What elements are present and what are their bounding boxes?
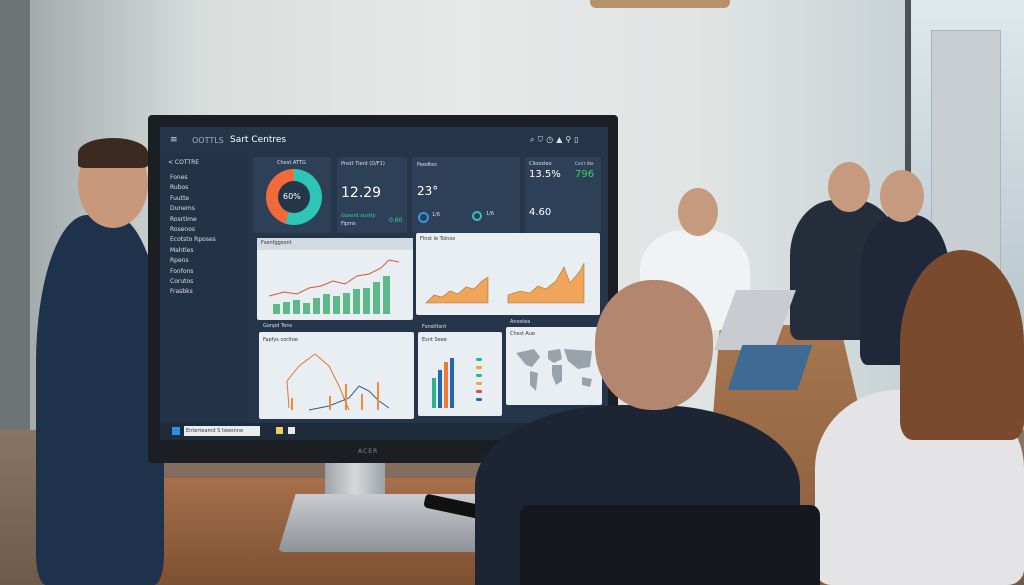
- kpi-title: Chest ATTG: [277, 160, 306, 166]
- chart-title: Esnt Seee: [422, 337, 447, 343]
- chart-panel-bar-line: Fsenfggsont: [257, 238, 413, 320]
- world-map: [516, 349, 592, 391]
- clock-icon[interactable]: ◷: [546, 135, 557, 144]
- user-icon[interactable]: ⚲: [565, 135, 575, 144]
- donut-value: 60%: [283, 192, 301, 201]
- kpi-title: Pnstt Tient (D/F1): [341, 161, 385, 167]
- kpi-sub: Goasnt sustty: [341, 213, 376, 219]
- monitor-brand: ACER: [358, 448, 379, 455]
- kpi-stat: 1/6: [432, 212, 441, 218]
- shield-icon[interactable]: ⛉: [537, 135, 547, 144]
- kpi-label: Cnd t 6te: [575, 161, 594, 166]
- panel-header: Anostea: [510, 319, 531, 325]
- kpi-card-temp: Peedtes 23° 1/6 1/6: [412, 157, 520, 233]
- taskbar-search[interactable]: Enterteamd S twesnne: [184, 426, 260, 436]
- chart-panel-map: Chsst Aue: [506, 327, 602, 405]
- sidebar-item[interactable]: Fonfons: [170, 267, 194, 275]
- chart-title: Flnst le Tolnos: [420, 236, 456, 242]
- folder-icon[interactable]: [276, 427, 283, 434]
- gauge-icon: [418, 212, 429, 223]
- panel-header: Fsnstltsnt: [422, 324, 447, 330]
- chart-title: Chsst Aue: [510, 331, 536, 337]
- woman-hair: [900, 250, 1024, 440]
- sidebar-item[interactable]: Rosenos: [170, 226, 195, 234]
- gauge-icon: [472, 211, 482, 221]
- sidebar-item[interactable]: Mahtles: [170, 246, 194, 254]
- person-head: [828, 162, 870, 212]
- man-head: [595, 280, 713, 410]
- kpi-card-metrics: Clioosleo Cnd t 6te 13.5% 796 4.60: [525, 157, 601, 233]
- kpi-card-value: Pnstt Tient (D/F1) 12.29 Goasnt sustty F…: [337, 157, 407, 233]
- chart-panel-bars: Esnt Seee: [418, 332, 502, 416]
- sidebar: < COTTRE Fones Rubos Fuutte Dunems Rosrt…: [160, 153, 248, 423]
- sidebar-item[interactable]: Rosrtime: [170, 215, 197, 223]
- sidebar-item[interactable]: Frasbks: [170, 288, 193, 296]
- kpi-stat: 1/6: [486, 211, 495, 217]
- presenter-hair: [78, 138, 148, 168]
- header-icons[interactable]: ⌕⛉◷▲⚲▯: [530, 135, 582, 145]
- presenter-suit: [36, 215, 164, 585]
- kpi-title: Clioosleo: [529, 161, 552, 167]
- area-chart: [425, 262, 585, 304]
- page-title: Sart Centres: [230, 135, 287, 145]
- person-head: [880, 170, 924, 222]
- kpi-card-donut: Chest ATTG 60%: [253, 157, 331, 233]
- sidebar-item[interactable]: Corutos: [170, 278, 194, 286]
- door-frame: [0, 0, 30, 440]
- kpi-badge: 0,60: [389, 217, 403, 224]
- sidebar-item[interactable]: Fuutte: [170, 194, 190, 202]
- sidebar-item[interactable]: Rubos: [170, 184, 189, 192]
- sidebar-item[interactable]: Ecotsto Rposes: [170, 236, 216, 244]
- panel-header: Gonpd Tens: [263, 323, 293, 329]
- kpi-value: 23°: [417, 184, 439, 198]
- kpi-title: Peedtes: [417, 162, 437, 168]
- bar-chart: [432, 358, 482, 408]
- kpi-value: 796: [575, 169, 595, 180]
- office-chair: [520, 505, 820, 585]
- start-icon[interactable]: [172, 427, 180, 435]
- sidebar-item[interactable]: Fones: [170, 174, 188, 181]
- dashboard-screen: ≡ OOTTLS Sart Centres ⌕⛉◷▲⚲▯ < COTTRE Fo…: [160, 127, 608, 440]
- person-head: [678, 188, 718, 236]
- taskbar: Enterteamd S twesnne: [160, 423, 608, 440]
- kpi-sub: Fipms: [341, 221, 356, 227]
- chart-title: Fsenfggsont: [261, 240, 292, 246]
- sidebar-section[interactable]: < COTTRE: [168, 159, 200, 166]
- chart-panel-area: Flnst le Tolnos: [416, 233, 600, 315]
- line-bar-chart: [286, 353, 390, 411]
- menu-icon[interactable]: ≡: [170, 135, 178, 145]
- chart-title: Fapfys corltoe: [263, 337, 298, 343]
- bar-line-chart: [269, 259, 400, 314]
- sidebar-item[interactable]: Dunems: [170, 205, 195, 213]
- ceiling-lamp: [590, 0, 730, 8]
- kpi-value: 4.60: [529, 207, 552, 218]
- laptop-screen: [727, 345, 813, 390]
- app-icon[interactable]: [288, 427, 295, 434]
- chart-panel-line-bar: Fapfys corltoe: [259, 332, 414, 419]
- search-icon[interactable]: ⌕: [530, 135, 538, 144]
- kpi-value: 12.29: [341, 185, 382, 201]
- sidebar-list: Fones Rubos Fuutte Dunems Rosrtime Rosen…: [170, 173, 216, 298]
- kpi-value: 13.5%: [529, 169, 561, 180]
- bell-icon[interactable]: ▲: [556, 135, 566, 144]
- app-logo: OOTTLS: [192, 136, 224, 145]
- donut-chart: 60%: [266, 169, 322, 225]
- settings-icon[interactable]: ▯: [574, 135, 582, 144]
- sidebar-item[interactable]: Rpens: [170, 257, 189, 265]
